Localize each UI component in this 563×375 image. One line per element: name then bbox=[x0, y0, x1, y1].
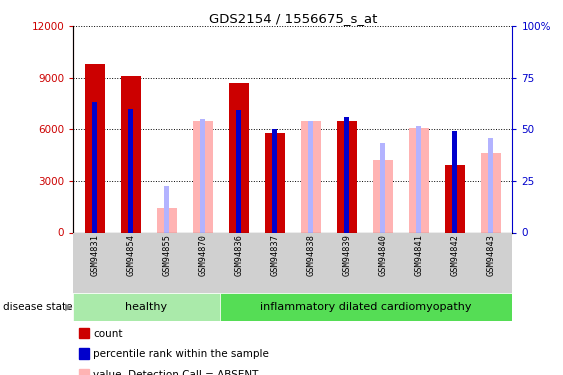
Text: GSM94843: GSM94843 bbox=[486, 234, 495, 276]
Text: GSM94870: GSM94870 bbox=[198, 234, 207, 276]
Bar bbox=[229, 83, 249, 232]
Bar bbox=[452, 131, 458, 232]
Text: GSM94855: GSM94855 bbox=[162, 234, 171, 276]
Bar bbox=[85, 64, 105, 232]
Bar bbox=[301, 121, 321, 232]
Bar bbox=[200, 119, 205, 232]
Text: GSM94839: GSM94839 bbox=[342, 234, 351, 276]
Text: GSM94854: GSM94854 bbox=[126, 234, 135, 276]
Bar bbox=[236, 111, 242, 232]
Text: GSM94841: GSM94841 bbox=[414, 234, 423, 276]
Text: value, Detection Call = ABSENT: value, Detection Call = ABSENT bbox=[93, 370, 258, 375]
Bar bbox=[121, 76, 141, 232]
Text: GSM94840: GSM94840 bbox=[378, 234, 387, 276]
Bar bbox=[92, 102, 97, 232]
Bar bbox=[337, 121, 356, 232]
Text: healthy: healthy bbox=[126, 302, 167, 312]
Bar bbox=[157, 209, 177, 232]
Text: count: count bbox=[93, 329, 122, 339]
Bar bbox=[416, 126, 422, 232]
Text: percentile rank within the sample: percentile rank within the sample bbox=[93, 350, 269, 359]
Text: GSM94831: GSM94831 bbox=[90, 234, 99, 276]
Title: GDS2154 / 1556675_s_at: GDS2154 / 1556675_s_at bbox=[208, 12, 377, 25]
Text: ▶: ▶ bbox=[65, 302, 72, 312]
Bar bbox=[488, 138, 493, 232]
Bar bbox=[272, 129, 278, 232]
Bar bbox=[220, 292, 512, 321]
Text: GSM94837: GSM94837 bbox=[270, 234, 279, 276]
Bar bbox=[308, 121, 314, 232]
Bar bbox=[164, 186, 169, 232]
Bar bbox=[481, 153, 501, 232]
Bar bbox=[344, 117, 350, 232]
Bar bbox=[409, 128, 428, 232]
Bar bbox=[373, 160, 392, 232]
Bar bbox=[73, 292, 220, 321]
Bar bbox=[193, 121, 213, 232]
Text: GSM94838: GSM94838 bbox=[306, 234, 315, 276]
Text: inflammatory dilated cardiomyopathy: inflammatory dilated cardiomyopathy bbox=[260, 302, 472, 312]
Bar bbox=[380, 143, 386, 232]
Bar bbox=[265, 133, 285, 232]
Text: GSM94842: GSM94842 bbox=[450, 234, 459, 276]
Bar bbox=[128, 109, 133, 232]
Text: disease state: disease state bbox=[3, 302, 72, 312]
Text: GSM94836: GSM94836 bbox=[234, 234, 243, 276]
Bar bbox=[445, 165, 464, 232]
